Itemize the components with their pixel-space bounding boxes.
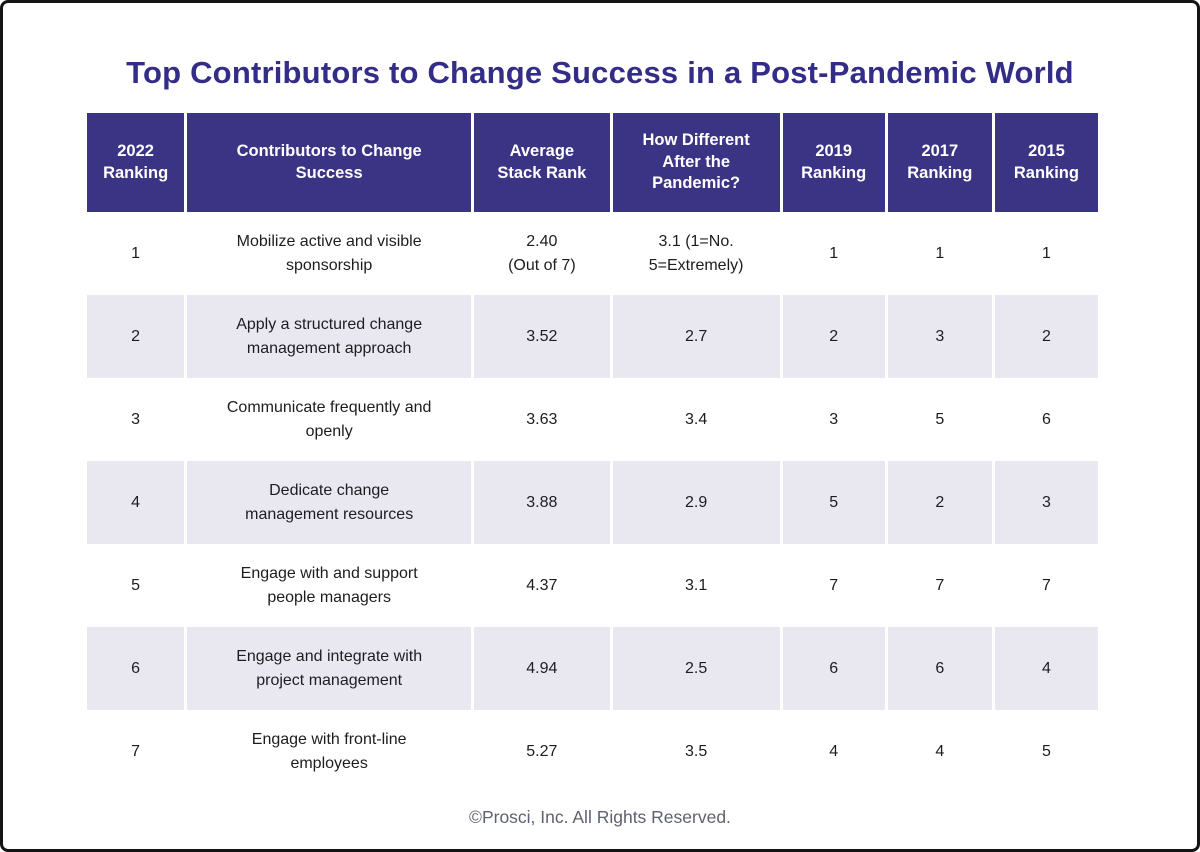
table-row: 2 Apply a structured change management a… — [87, 295, 1098, 378]
cell-rank-2019: 2 — [782, 295, 885, 378]
cell-rank-2019: 1 — [782, 212, 885, 295]
table-row: 1 Mobilize active and visible sponsorshi… — [87, 212, 1098, 295]
cell-contributor: Dedicate change management resources — [187, 461, 472, 544]
cell-rank-2022: 4 — [87, 461, 185, 544]
cell-rank-2015: 1 — [994, 212, 1098, 295]
column-header-contributors: Contributors to Change Success — [187, 113, 472, 212]
cell-contributor: Engage with front-line employees — [187, 710, 472, 793]
cell-contributor: Mobilize active and visible sponsorship — [187, 212, 472, 295]
cell-contributor: Apply a structured change management app… — [187, 295, 472, 378]
cell-rank-2017: 4 — [887, 710, 992, 793]
cell-stack-rank: 3.63 — [474, 378, 610, 461]
cell-rank-2022: 3 — [87, 378, 185, 461]
cell-rank-2015: 5 — [994, 710, 1098, 793]
cell-stack-rank: 5.27 — [474, 710, 610, 793]
cell-rank-2017: 7 — [887, 544, 992, 627]
cell-rank-2019: 5 — [782, 461, 885, 544]
table-row: 3 Communicate frequently and openly 3.63… — [87, 378, 1098, 461]
cell-how-different: 3.5 — [612, 710, 780, 793]
page-title: Top Contributors to Change Success in a … — [126, 55, 1074, 90]
cell-rank-2022: 5 — [87, 544, 185, 627]
cell-how-different: 3.4 — [612, 378, 780, 461]
cell-rank-2017: 1 — [887, 212, 992, 295]
cell-rank-2015: 6 — [994, 378, 1098, 461]
cell-rank-2015: 7 — [994, 544, 1098, 627]
cell-how-different: 2.5 — [612, 627, 780, 710]
cell-rank-2019: 6 — [782, 627, 885, 710]
cell-how-different: 3.1 (1=No. 5=Extremely) — [612, 212, 780, 295]
cell-rank-2019: 4 — [782, 710, 885, 793]
table-row: 6 Engage and integrate with project mana… — [87, 627, 1098, 710]
cell-rank-2019: 3 — [782, 378, 885, 461]
cell-rank-2017: 3 — [887, 295, 992, 378]
cell-stack-rank: 4.94 — [474, 627, 610, 710]
cell-rank-2022: 2 — [87, 295, 185, 378]
column-header-2022-ranking: 2022 Ranking — [87, 113, 185, 212]
table-row: 5 Engage with and support people manager… — [87, 544, 1098, 627]
table-row: 7 Engage with front-line employees 5.27 … — [87, 710, 1098, 793]
cell-rank-2022: 6 — [87, 627, 185, 710]
cell-stack-rank: 4.37 — [474, 544, 610, 627]
cell-how-different: 2.7 — [612, 295, 780, 378]
column-header-2015-ranking: 2015 Ranking — [994, 113, 1098, 212]
column-header-2019-ranking: 2019 Ranking — [782, 113, 885, 212]
copyright-text: ©Prosci, Inc. All Rights Reserved. — [469, 807, 731, 827]
cell-stack-rank: 3.52 — [474, 295, 610, 378]
cell-rank-2019: 7 — [782, 544, 885, 627]
column-header-2017-ranking: 2017 Ranking — [887, 113, 992, 212]
cell-rank-2017: 6 — [887, 627, 992, 710]
cell-stack-rank: 3.88 — [474, 461, 610, 544]
column-header-how-different: How Different After the Pandemic? — [612, 113, 780, 212]
column-header-average-stack-rank: Average Stack Rank — [474, 113, 610, 212]
cell-stack-rank: 2.40 (Out of 7) — [474, 212, 610, 295]
cell-rank-2015: 3 — [994, 461, 1098, 544]
cell-rank-2017: 5 — [887, 378, 992, 461]
cell-rank-2017: 2 — [887, 461, 992, 544]
cell-rank-2015: 4 — [994, 627, 1098, 710]
cell-rank-2015: 2 — [994, 295, 1098, 378]
table-header-row: 2022 Ranking Contributors to Change Succ… — [87, 113, 1098, 212]
cell-contributor: Communicate frequently and openly — [187, 378, 472, 461]
cell-contributor: Engage and integrate with project manage… — [187, 627, 472, 710]
rankings-table: 2022 Ranking Contributors to Change Succ… — [87, 113, 1098, 793]
cell-contributor: Engage with and support people managers — [187, 544, 472, 627]
table-row: 4 Dedicate change management resources 3… — [87, 461, 1098, 544]
cell-how-different: 2.9 — [612, 461, 780, 544]
cell-how-different: 3.1 — [612, 544, 780, 627]
cell-rank-2022: 1 — [87, 212, 185, 295]
cell-rank-2022: 7 — [87, 710, 185, 793]
